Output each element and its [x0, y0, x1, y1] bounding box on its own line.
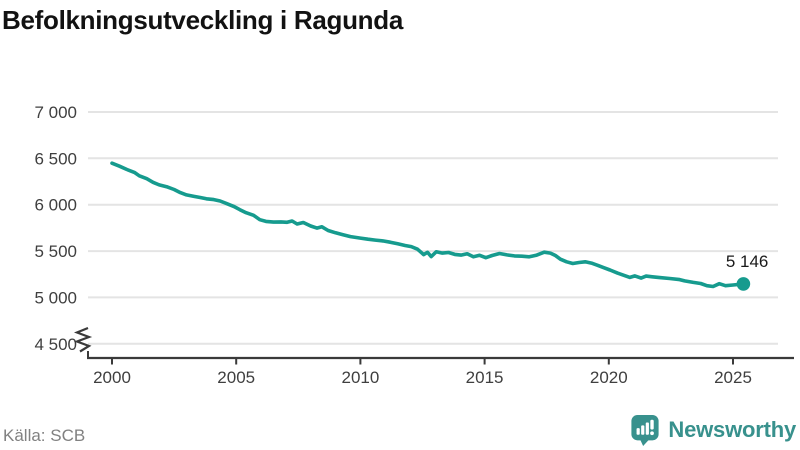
x-axis-tick-label: 2005	[217, 368, 255, 387]
x-axis-tick-label: 2025	[714, 368, 752, 387]
y-axis-tick-label: 6 500	[34, 149, 77, 168]
end-point-dot	[736, 277, 751, 291]
logo-bar-tall	[646, 422, 650, 435]
end-value-label: 5 146	[726, 252, 769, 271]
x-axis-tick-label: 2010	[341, 368, 379, 387]
logo-bar-medium	[641, 425, 645, 435]
population-line-chart: 7 000 6 500 6 000 5 500 5 000 4 500 2000 2005 20…	[34, 103, 794, 387]
axis-break-icon	[73, 326, 93, 353]
x-axis-tick-label: 2000	[93, 368, 131, 387]
y-axis-tick-label: 6 000	[34, 196, 77, 215]
y-axis-tick-label: 4 500	[34, 335, 77, 354]
logo-bar-small	[636, 428, 641, 435]
x-axis-tick-label: 2020	[590, 368, 628, 387]
page-title: Befolkningsutveckling i Ragunda	[2, 5, 403, 35]
newsworthy-logo[interactable]: Newsworthy	[630, 413, 796, 447]
newsworthy-logo-icon	[631, 415, 659, 446]
source-label: Källa: SCB	[3, 426, 86, 445]
y-axis-tick-label: 5 500	[34, 242, 77, 261]
speech-bubble-shape	[631, 415, 659, 441]
logo-exclamation-dot	[650, 431, 655, 436]
speech-bubble-tail	[640, 438, 651, 446]
y-axis-tick-label: 5 000	[34, 288, 77, 307]
newsworthy-logo-text: Newsworthy	[668, 417, 796, 442]
logo-exclamation-bar	[650, 419, 655, 430]
population-line	[110, 161, 746, 289]
x-axis-tick-label: 2015	[466, 368, 504, 387]
y-axis-tick-label: 7 000	[34, 103, 77, 122]
